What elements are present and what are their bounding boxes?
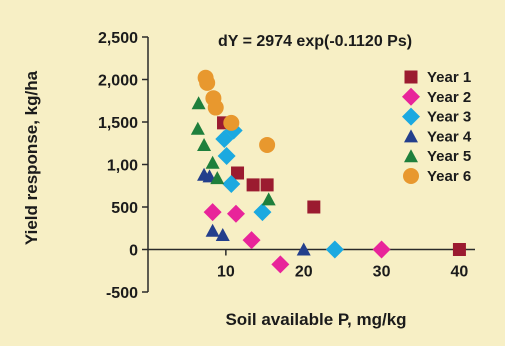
- point-year-5: [197, 137, 212, 151]
- point-year-3: [217, 147, 236, 165]
- point-year-6: [207, 99, 224, 116]
- point-year-5: [205, 155, 220, 169]
- point-year-3: [253, 203, 272, 222]
- x-tick-label: 10: [217, 264, 235, 281]
- y-tick-label: -500: [106, 285, 138, 302]
- point-year-1: [307, 200, 321, 214]
- point-year-5: [210, 171, 225, 185]
- point-year-2: [372, 240, 391, 259]
- y-tick-label: 1,00: [107, 158, 138, 175]
- point-year-5: [191, 96, 206, 110]
- equation-annotation: dY = 2974 exp(-0.1120 Ps): [218, 33, 412, 50]
- legend-marker-year-5: [404, 149, 418, 163]
- point-year-4: [296, 242, 311, 256]
- point-year-3: [222, 175, 241, 194]
- point-year-1: [231, 166, 245, 180]
- point-year-6: [199, 74, 216, 91]
- point-year-1: [260, 178, 274, 192]
- point-year-6: [223, 114, 240, 131]
- legend-label-year-3: Year 3: [427, 109, 471, 126]
- y-axis-label: Yield response, kg/ha: [22, 70, 41, 245]
- legend-label-year-6: Year 6: [427, 168, 471, 185]
- point-year-3: [325, 240, 344, 259]
- legend-label-year-2: Year 2: [427, 89, 471, 106]
- x-tick-label: 20: [295, 264, 313, 281]
- y-tick-label: 0: [129, 243, 138, 260]
- x-axis-label: Soil available P, mg/kg: [225, 310, 406, 329]
- x-tick-label: 40: [451, 264, 469, 281]
- ticks: 2,500 2,000 1,500 1,00 500 0 -500 10 20 30 40: [98, 30, 468, 302]
- point-year-2: [271, 255, 290, 274]
- x-tick-label: 30: [373, 264, 391, 281]
- legend-marker-year-1: [404, 70, 418, 84]
- legend-marker-year-4: [404, 129, 418, 143]
- legend-marker-year-3: [402, 107, 420, 126]
- data-points: [190, 69, 466, 274]
- legend-marker-year-2: [402, 87, 420, 106]
- legend-label-year-5: Year 5: [427, 148, 471, 165]
- y-tick-label: 2,500: [98, 30, 138, 47]
- point-year-6: [259, 136, 276, 153]
- point-year-4: [205, 223, 220, 237]
- point-year-5: [261, 192, 276, 206]
- point-year-5: [190, 121, 205, 135]
- legend-label-year-1: Year 1: [427, 69, 471, 86]
- legend: Year 1 Year 2 Year 3 Year 4 Year 5 Year 6: [402, 69, 472, 185]
- point-year-4: [215, 228, 230, 242]
- point-year-2: [203, 203, 222, 222]
- y-tick-label: 500: [111, 200, 138, 217]
- legend-marker-year-6: [403, 168, 419, 184]
- point-year-1: [246, 178, 260, 192]
- legend-label-year-4: Year 4: [427, 128, 472, 145]
- point-year-1: [452, 243, 466, 256]
- y-tick-label: 1,500: [98, 115, 138, 132]
- point-year-2: [242, 231, 261, 250]
- point-year-2: [226, 204, 245, 223]
- y-tick-label: 2,000: [98, 73, 138, 90]
